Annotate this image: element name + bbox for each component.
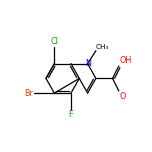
Text: OH: OH xyxy=(119,56,132,65)
Text: F: F xyxy=(69,111,73,119)
Text: N: N xyxy=(85,59,91,68)
Text: Br: Br xyxy=(25,89,34,98)
Text: CH₃: CH₃ xyxy=(96,44,109,50)
Text: O: O xyxy=(119,92,126,101)
Text: Cl: Cl xyxy=(50,37,58,46)
